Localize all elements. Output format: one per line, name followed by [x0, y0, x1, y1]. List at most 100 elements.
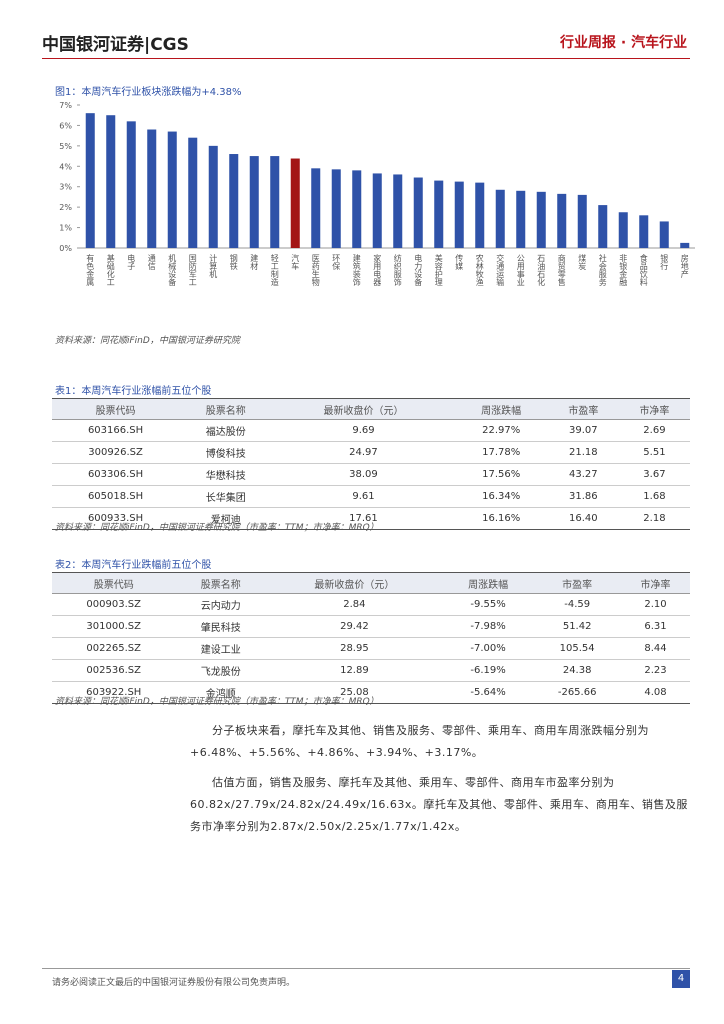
column-header: 股票代码 — [52, 398, 180, 420]
y-tick-label: 1% — [59, 224, 72, 233]
cell: -7.98% — [442, 615, 534, 638]
cell: 17.78% — [454, 441, 548, 464]
cell: 金鸿顺 — [175, 681, 266, 704]
row: 603922.SH 金鸿顺 25.08 -5.64% -265.66 4.08 — [52, 681, 690, 704]
source: 资料来源：同花顺iFinD，中国银河证券研究院 — [55, 336, 240, 346]
source: 资料来源：同花顺iFinD，中国银河证券研究院（市盈率：TTM；市净率：MRQ） — [55, 523, 379, 533]
cell: 39.07 — [547, 419, 619, 442]
column-header: 市净率 — [620, 572, 690, 594]
x-tick-label: 建筑装饰 — [352, 253, 361, 287]
bar — [331, 169, 341, 248]
cell: 300926.SZ — [52, 441, 180, 464]
cell: 2.10 — [620, 593, 690, 616]
y-tick-label: 6% — [59, 121, 72, 130]
rule — [42, 968, 690, 969]
cell: 38.09 — [272, 463, 455, 486]
bar — [393, 174, 403, 248]
table-title: 表1：本周汽车行业涨幅前五位个股 — [55, 386, 212, 397]
table-title: 表2：本周汽车行业跌幅前五位个股 — [55, 560, 212, 571]
cell: 002536.SZ — [52, 659, 176, 682]
x-tick-label: 环保 — [332, 254, 341, 271]
x-tick-label: 房地产 — [680, 253, 689, 279]
cell: 6.31 — [620, 615, 690, 638]
cell: 16.16% — [454, 507, 548, 530]
x-tick-label: 汽车 — [291, 253, 300, 271]
cell: 2.23 — [620, 659, 690, 682]
table: 股票代码 股票名称 最新收盘价（元） 周涨跌幅 市盈率 市净率 000903.SZ 云内动力 2… — [52, 572, 690, 704]
cell: 3.67 — [618, 463, 690, 486]
source: 资料来源：同花顺iFinD，中国银河证券研究院（市盈率：TTM；市净率：MRQ） — [55, 697, 379, 707]
x-tick-label: 机械设备 — [168, 253, 177, 287]
cell: 603922.SH — [52, 681, 176, 704]
row: 605018.SH 长华集团 9.61 16.34% 31.86 1.68 — [52, 485, 690, 508]
chart: 0% 1% 2% 3% 4% 5% 6% 7% 有色金属 基础化工 电子 通信 机械设备 国防军工 计算机 钢… — [59, 101, 695, 287]
bar — [434, 180, 444, 248]
bar — [495, 189, 505, 248]
bar — [147, 129, 157, 248]
figure-title: 图1：本周汽车行业板块涨跌幅为+4.38% — [55, 87, 242, 98]
bar — [598, 205, 608, 248]
cell: 飞龙股份 — [175, 659, 266, 682]
column-header: 周涨跌幅 — [442, 572, 534, 594]
bar — [249, 156, 259, 248]
cell: -6.19% — [442, 659, 534, 682]
paragraph: 分子板块来看，摩托车及其他、销售及服务、零部件、乘用车、商用车周涨跌幅分别为+6… — [190, 724, 649, 759]
x-tick-label: 非银金融 — [619, 253, 628, 287]
cell: 肇民科技 — [175, 615, 266, 638]
cell: 爱柯迪 — [179, 507, 273, 530]
bar — [188, 137, 198, 248]
cell: 17.61 — [272, 507, 455, 530]
rule — [42, 58, 690, 59]
bar — [536, 191, 546, 248]
cell: 605018.SH — [52, 485, 180, 508]
cell: 603306.SH — [52, 463, 180, 486]
cell: 8.44 — [620, 637, 690, 660]
cell: 华懋科技 — [179, 463, 273, 486]
row: 603306.SH 华懋科技 38.09 17.56% 43.27 3.67 — [52, 463, 690, 486]
cell: -9.55% — [442, 593, 534, 616]
paragraph: 估值方面，销售及服务、摩托车及其他、乘用车、零部件、商用车市盈率分别为60.82… — [190, 776, 688, 833]
cell: 1.68 — [618, 485, 690, 508]
bar — [618, 212, 628, 248]
row: 002536.SZ 飞龙股份 12.89 -6.19% 24.38 2.23 — [52, 659, 690, 682]
cell: 24.97 — [272, 441, 455, 464]
bar — [557, 193, 567, 248]
bar — [372, 173, 382, 248]
bar — [208, 145, 218, 248]
row: 600933.SH 爱柯迪 17.61 16.16% 16.40 2.18 — [52, 507, 690, 530]
x-tick-label: 轻工制造 — [270, 253, 279, 287]
x-tick-label: 钢铁 — [229, 253, 238, 271]
page-number: 4 — [672, 970, 690, 988]
cell: 博俊科技 — [179, 441, 273, 464]
x-tick-label: 国防军工 — [188, 254, 197, 286]
y-tick-label: 2% — [59, 203, 72, 212]
x-tick-label: 基础化工 — [106, 253, 115, 286]
cell: 16.34% — [454, 485, 548, 508]
x-tick-label: 建材 — [250, 253, 259, 270]
cell: -265.66 — [533, 681, 621, 704]
x-tick-label: 石油石化 — [537, 254, 546, 287]
y-tick-label: 7% — [59, 101, 72, 110]
row: 002265.SZ 建设工业 28.95 -7.00% 105.54 8.44 — [52, 637, 690, 660]
cell: 24.38 — [533, 659, 621, 682]
y-tick-label: 3% — [59, 183, 72, 192]
bar — [577, 194, 587, 248]
data-table: 股票代码 股票名称 最新收盘价（元） 周涨跌幅 市盈率 市净率 000903.SZ 云内动力 2… — [52, 572, 690, 704]
x-tick-label: 美容护理 — [434, 253, 443, 286]
cell: 105.54 — [533, 637, 621, 660]
header-row: 股票代码 股票名称 最新收盘价（元） 周涨跌幅 市盈率 市净率 — [52, 572, 690, 594]
cell: 51.42 — [533, 615, 621, 638]
cell: -5.64% — [442, 681, 534, 704]
bar — [454, 181, 464, 248]
row: 301000.SZ 肇民科技 29.42 -7.98% 51.42 6.31 — [52, 615, 690, 638]
body: 分子板块来看，摩托车及其他、销售及服务、零部件、乘用车、商用车周涨跌幅分别为+6… — [190, 720, 690, 838]
column-header: 市盈率 — [547, 398, 619, 420]
cell: -7.00% — [442, 637, 534, 660]
cell: 000903.SZ — [52, 593, 176, 616]
cell: 12.89 — [265, 659, 443, 682]
x-tick-label: 纺织服饰 — [393, 253, 402, 287]
x-tick-label: 银行 — [660, 253, 669, 271]
bar — [290, 158, 300, 248]
cell: -4.59 — [533, 593, 621, 616]
